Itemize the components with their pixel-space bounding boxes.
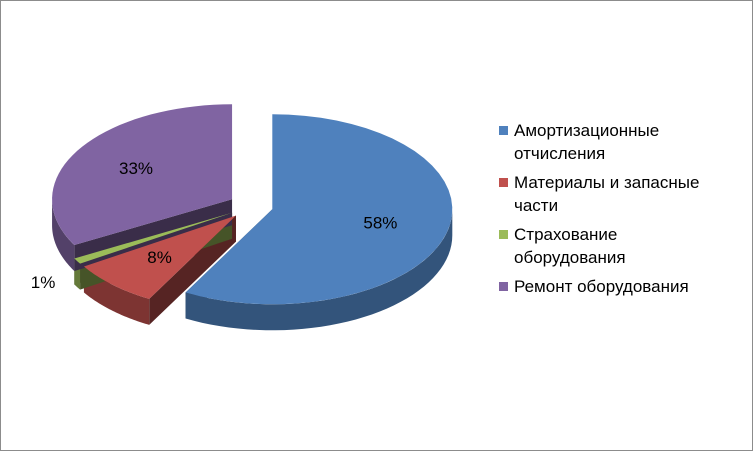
legend: Амортизационные отчисления Материалы и за…	[499, 119, 744, 304]
data-label: 33%	[119, 159, 153, 178]
legend-item: Страхование оборудования	[499, 223, 744, 269]
slice	[83, 215, 236, 299]
data-label: 1%	[31, 273, 56, 292]
legend-key	[499, 282, 508, 291]
pie-plot: 58% 8% 1% 33%	[31, 104, 453, 331]
slice-wall	[52, 199, 75, 272]
legend-item: Материалы и запасные части	[499, 171, 744, 217]
data-label: 58%	[363, 213, 397, 232]
slice	[185, 114, 453, 305]
slice-wall	[185, 209, 453, 331]
legend-item: Амортизационные отчисления	[499, 119, 744, 165]
legend-label: Материалы и запасные части	[514, 173, 700, 215]
legend-label: Ремонт оборудования	[514, 277, 689, 296]
legend-key	[499, 126, 508, 135]
legend-item: Ремонт оборудования	[499, 275, 744, 298]
data-label: 8%	[147, 248, 172, 267]
legend-key	[499, 178, 508, 187]
slice	[52, 104, 233, 246]
legend-key	[499, 230, 508, 239]
legend-label: Страхование оборудования	[514, 225, 626, 267]
slice-side	[74, 199, 233, 272]
slice	[74, 212, 233, 264]
legend-label: Амортизационные отчисления	[514, 121, 660, 163]
